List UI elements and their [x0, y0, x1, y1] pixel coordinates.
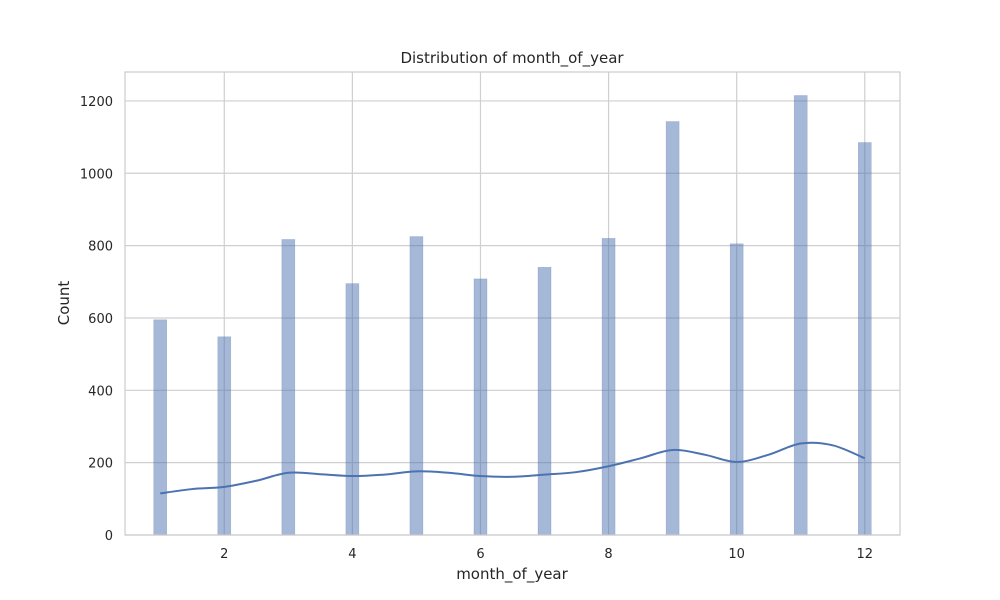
bar	[217, 336, 232, 536]
y-tick-label: 600	[88, 312, 113, 327]
plot-frame	[124, 71, 901, 536]
kde-line	[160, 441, 866, 495]
bar	[729, 243, 744, 536]
y-tick-label: 0	[105, 529, 113, 544]
chart-title: Distribution of month_of_year	[400, 49, 624, 68]
y-axis-label: Count	[55, 281, 73, 326]
y-tick-label: 800	[88, 240, 113, 255]
bar	[793, 95, 808, 536]
bar	[345, 283, 360, 536]
x-tick-label: 2	[220, 547, 228, 562]
x-tick-label: 10	[728, 547, 745, 562]
y-tick-label: 400	[88, 384, 113, 399]
bar	[857, 142, 872, 536]
y-tick-label: 1200	[80, 95, 113, 110]
y-tick-label: 1000	[80, 167, 113, 182]
bar	[665, 121, 680, 536]
bar	[537, 267, 552, 536]
x-tick-label: 8	[604, 547, 612, 562]
y-tick-label: 200	[88, 457, 113, 472]
x-tick-label: 4	[348, 547, 356, 562]
bar	[281, 239, 296, 536]
x-tick-label: 6	[476, 547, 484, 562]
x-axis-label: month_of_year	[456, 565, 568, 584]
x-tick-labels: 2 4 6 8 10 12	[220, 547, 873, 562]
y-tick-labels: 0 200 400 600 800 1000 1200	[80, 95, 113, 544]
bar	[601, 238, 616, 536]
plot-area	[125, 72, 900, 535]
bar	[409, 236, 424, 536]
x-tick-label: 12	[856, 547, 873, 562]
bar	[153, 319, 168, 536]
bar	[473, 278, 488, 536]
